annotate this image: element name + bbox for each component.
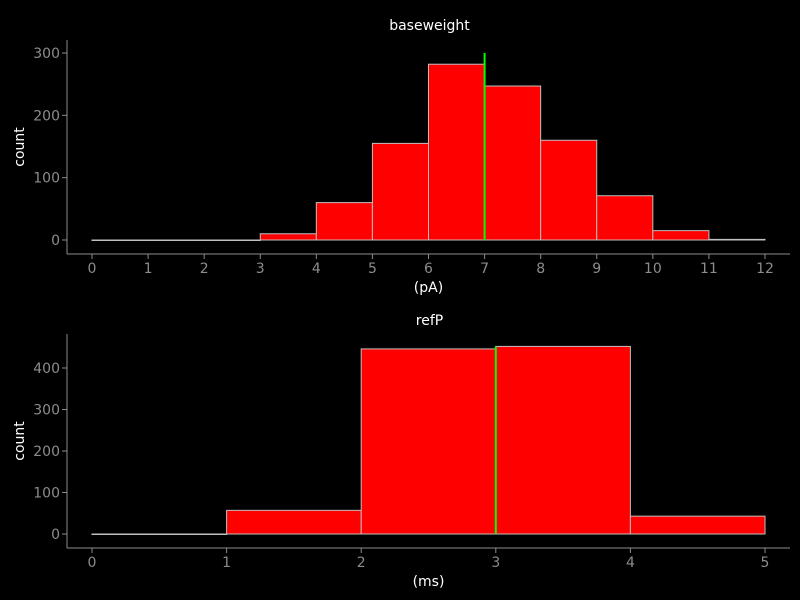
y-tick-label: 200 bbox=[33, 444, 60, 460]
x-tick-label: 4 bbox=[312, 261, 321, 277]
histogram-bar bbox=[652, 230, 710, 241]
x-tick-label: 0 bbox=[88, 555, 97, 571]
y-axis-label: count bbox=[12, 127, 28, 167]
chart-title: refP bbox=[416, 313, 443, 329]
x-tick-label: 0 bbox=[88, 261, 97, 277]
histogram-bar bbox=[540, 139, 598, 241]
histogram-bar bbox=[91, 533, 228, 535]
x-tick-label: 9 bbox=[592, 261, 601, 277]
chart-panel-baseweight: 0 1 2 3 4 5 6 7 8 9 10 11 120100200300baseweight(pA)… bbox=[12, 18, 790, 296]
histogram-bar bbox=[371, 142, 429, 241]
histogram-bar bbox=[708, 238, 766, 241]
x-tick-label: 4 bbox=[626, 555, 635, 571]
x-tick-label: 5 bbox=[761, 555, 770, 571]
histogram-bar bbox=[360, 348, 497, 535]
x-tick-label: 2 bbox=[200, 261, 209, 277]
x-tick-label: 1 bbox=[222, 555, 231, 571]
y-tick-label: 0 bbox=[51, 233, 60, 249]
chart-title: baseweight bbox=[389, 18, 470, 34]
histogram-bar bbox=[629, 515, 766, 535]
y-axis-label: count bbox=[12, 421, 28, 461]
x-tick-label: 3 bbox=[256, 261, 265, 277]
histogram-bar bbox=[495, 345, 631, 535]
histogram-bar bbox=[203, 239, 261, 241]
x-tick-label: 5 bbox=[368, 261, 377, 277]
y-tick-label: 100 bbox=[33, 486, 60, 502]
y-tick-label: 100 bbox=[33, 171, 60, 187]
x-tick-label: 10 bbox=[644, 261, 662, 277]
histogram-bar bbox=[428, 63, 486, 241]
x-tick-label: 12 bbox=[756, 261, 774, 277]
histogram-bar bbox=[484, 85, 542, 241]
histogram-bar bbox=[596, 195, 654, 241]
x-axis-label: (pA) bbox=[414, 280, 443, 296]
y-tick-label: 400 bbox=[33, 361, 60, 377]
x-tick-label: 7 bbox=[480, 261, 489, 277]
histogram-bar bbox=[147, 239, 205, 241]
x-axis-label: (ms) bbox=[413, 574, 445, 590]
histogram-bar bbox=[315, 202, 373, 241]
y-tick-label: 300 bbox=[33, 46, 60, 62]
x-tick-label: 2 bbox=[357, 555, 366, 571]
x-tick-label: 3 bbox=[491, 555, 500, 571]
y-tick-label: 0 bbox=[51, 527, 60, 543]
histogram-bar bbox=[259, 233, 317, 241]
x-tick-label: 6 bbox=[424, 261, 433, 277]
chart-panel-refP: 0 1 2 3 4 5 0 100 200 300 400 refP (ms) count bbox=[12, 313, 790, 590]
x-tick-label: 11 bbox=[700, 261, 718, 277]
histogram-bar bbox=[91, 239, 149, 241]
y-tick-label: 300 bbox=[33, 403, 60, 419]
x-tick-label: 1 bbox=[144, 261, 153, 277]
y-tick-label: 200 bbox=[33, 108, 60, 124]
histogram-bar bbox=[226, 509, 362, 535]
x-tick-label: 8 bbox=[536, 261, 545, 277]
